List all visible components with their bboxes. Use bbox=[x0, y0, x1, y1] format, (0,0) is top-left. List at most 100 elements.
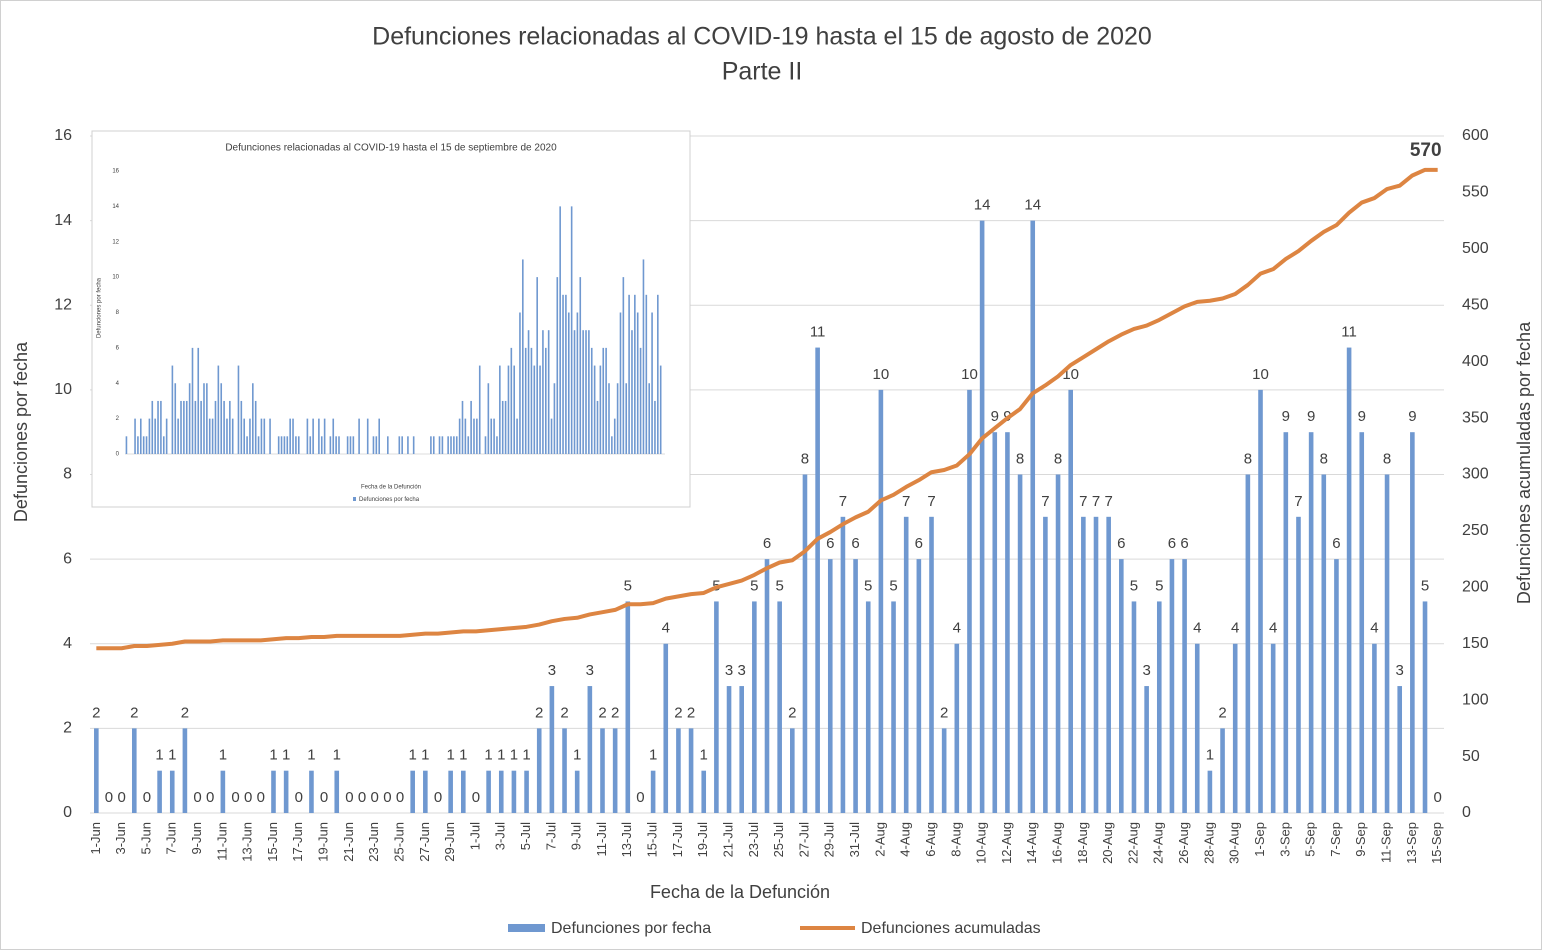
bar bbox=[125, 436, 128, 454]
bar bbox=[613, 418, 616, 454]
y2-tick-label: 550 bbox=[1462, 184, 1489, 201]
bar bbox=[504, 400, 507, 454]
data-label: 8 bbox=[1016, 450, 1024, 467]
y-axis-title: Defunciones por fecha bbox=[97, 277, 103, 338]
bar bbox=[1207, 770, 1213, 813]
bar bbox=[516, 418, 518, 454]
bar bbox=[460, 770, 466, 813]
data-label: 1 bbox=[484, 747, 492, 764]
bar bbox=[1397, 686, 1403, 813]
bar bbox=[160, 400, 162, 454]
bar bbox=[676, 728, 681, 813]
bar bbox=[636, 312, 639, 454]
data-label: 0 bbox=[472, 789, 480, 806]
bar bbox=[513, 365, 516, 454]
bar bbox=[929, 516, 934, 813]
bar bbox=[478, 365, 481, 454]
bar bbox=[642, 259, 645, 454]
x-tick-label: 3-Jun bbox=[113, 822, 128, 855]
data-label: 8 bbox=[1244, 450, 1252, 467]
bar bbox=[220, 383, 223, 454]
y-axis-title: Defunciones por fecha bbox=[11, 341, 31, 522]
y-tick-label: 8 bbox=[116, 310, 120, 316]
y2-tick-label: 200 bbox=[1462, 579, 1489, 596]
bar bbox=[214, 400, 217, 454]
bar bbox=[191, 347, 194, 454]
bar bbox=[650, 770, 656, 813]
data-label: 7 bbox=[1041, 493, 1049, 510]
bar bbox=[203, 383, 205, 454]
legend-swatch bbox=[508, 924, 545, 932]
x-tick-label: 8-Aug bbox=[948, 822, 963, 857]
bar bbox=[547, 330, 550, 454]
data-label: 7 bbox=[1079, 493, 1087, 510]
chart-title: Defunciones relacionadas al COVID-19 has… bbox=[372, 23, 1152, 51]
bar bbox=[565, 294, 567, 454]
y-tick-label: 4 bbox=[63, 635, 72, 652]
bar bbox=[467, 436, 470, 454]
bar bbox=[527, 330, 530, 454]
data-label: 4 bbox=[1269, 620, 1277, 637]
data-label: 1 bbox=[1206, 747, 1214, 764]
data-label: 1 bbox=[168, 747, 176, 764]
data-label: 6 bbox=[1180, 535, 1188, 552]
data-label: 6 bbox=[826, 535, 834, 552]
data-label: 14 bbox=[974, 197, 991, 214]
bar bbox=[142, 436, 145, 454]
x-tick-label: 23-Jun bbox=[366, 822, 381, 862]
y-tick-label: 8 bbox=[63, 466, 72, 483]
bar bbox=[574, 770, 580, 813]
data-label: 0 bbox=[320, 789, 328, 806]
data-label: 0 bbox=[371, 789, 379, 806]
bar bbox=[237, 365, 240, 454]
data-label: 0 bbox=[105, 789, 113, 806]
data-label: 9 bbox=[1358, 408, 1366, 425]
data-label: 0 bbox=[383, 789, 391, 806]
bar bbox=[177, 418, 179, 454]
data-label: 0 bbox=[1434, 789, 1442, 806]
data-label: 5 bbox=[889, 577, 897, 594]
line bbox=[96, 167, 1438, 651]
bar bbox=[1334, 559, 1339, 813]
bar bbox=[231, 418, 234, 454]
x-tick-label: 13-Jun bbox=[240, 822, 255, 862]
bar bbox=[372, 436, 375, 454]
bar bbox=[182, 728, 188, 813]
x-tick-label: 7-Sep bbox=[1328, 822, 1343, 857]
data-label: 0 bbox=[231, 789, 239, 806]
data-label: 6 bbox=[851, 535, 859, 552]
bar bbox=[539, 365, 541, 454]
y-tick-label: 2 bbox=[63, 720, 72, 737]
bar bbox=[334, 770, 340, 813]
bar bbox=[263, 418, 266, 454]
bar bbox=[840, 516, 846, 813]
data-label: 10 bbox=[1252, 366, 1269, 383]
y2-tick-label: 300 bbox=[1462, 466, 1489, 483]
bar bbox=[628, 294, 630, 454]
bar bbox=[865, 601, 871, 813]
bar bbox=[590, 347, 593, 454]
data-label: 4 bbox=[662, 620, 670, 637]
x-tick-label: 15-Jun bbox=[265, 822, 280, 862]
bar bbox=[476, 418, 478, 454]
data-label: 1 bbox=[459, 747, 467, 764]
bar bbox=[605, 347, 607, 454]
x-tick-label: 11-Jul bbox=[594, 822, 609, 857]
bar bbox=[1194, 643, 1200, 813]
bar bbox=[249, 418, 251, 454]
x-tick-label: 9-Sep bbox=[1353, 822, 1368, 857]
bar bbox=[432, 436, 435, 454]
x-tick-label: 9-Jul bbox=[569, 822, 584, 850]
bar bbox=[217, 365, 220, 454]
bar bbox=[240, 400, 243, 454]
bar bbox=[616, 383, 619, 454]
y-tick-label: 2 bbox=[116, 416, 120, 422]
data-label: 5 bbox=[750, 577, 758, 594]
data-label: 0 bbox=[358, 789, 366, 806]
bar bbox=[903, 516, 909, 813]
bar bbox=[507, 365, 510, 454]
bar bbox=[891, 601, 896, 813]
data-label: 2 bbox=[788, 704, 796, 721]
bar bbox=[651, 312, 653, 454]
